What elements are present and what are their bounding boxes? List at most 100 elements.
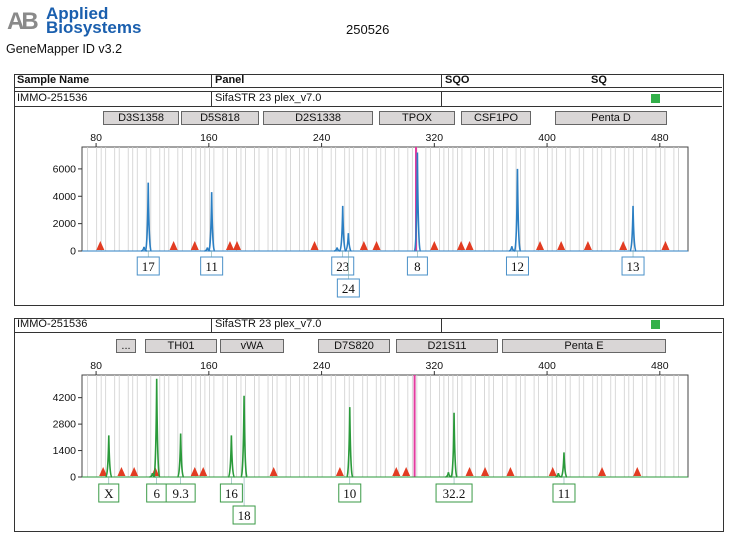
x-tick-label: 480 — [651, 132, 669, 144]
size-standard-marker — [506, 467, 515, 476]
marker-d5s818[interactable]: D5S818 — [181, 111, 259, 125]
allele-peak — [152, 378, 161, 478]
marker-th01[interactable]: TH01 — [145, 339, 217, 353]
allele-call-label: 13 — [627, 259, 640, 274]
sample-row-2[interactable]: IMMO-251536 SifaSTR 23 plex_v7.0 — [14, 318, 722, 333]
size-standard-marker — [633, 467, 642, 476]
size-standard-marker — [481, 467, 490, 476]
size-standard-marker — [548, 467, 557, 476]
x-tick-label: 320 — [426, 360, 444, 372]
allele-call-label: 11 — [205, 259, 218, 274]
sq-status-indicator-1 — [651, 94, 660, 103]
x-tick-label: 80 — [90, 360, 102, 372]
allele-call-label: 9.3 — [173, 486, 189, 501]
sample-panel-2 — [14, 318, 724, 532]
allele-peak — [144, 182, 153, 252]
allele-peak — [240, 395, 248, 478]
size-standard-marker — [130, 467, 139, 476]
x-tick-label: 160 — [200, 132, 218, 144]
size-standard-marker — [372, 241, 381, 250]
y-tick-label: 0 — [70, 246, 76, 258]
brand-line-2: Biosystems — [46, 18, 142, 37]
allele-call-label: 24 — [342, 281, 356, 296]
panel-name-1: SifaSTR 23 plex_v7.0 — [212, 92, 442, 106]
y-tick-label: 4000 — [53, 191, 77, 203]
size-standard-marker — [199, 467, 208, 476]
size-standard-marker — [169, 241, 178, 250]
marker-tpox[interactable]: TPOX — [379, 111, 455, 125]
size-standard-marker — [598, 467, 607, 476]
allele-call-label: 32.2 — [443, 486, 466, 501]
allele-peak — [207, 192, 216, 252]
y-tick-label: 0 — [70, 472, 76, 484]
x-tick-label: 240 — [313, 132, 331, 144]
size-standard-marker — [310, 241, 319, 250]
y-tick-label: 2000 — [53, 218, 77, 230]
size-standard-marker — [536, 241, 545, 250]
allele-call-box — [219, 483, 243, 503]
allele-call-box — [200, 256, 224, 276]
logo-text: AB — [7, 8, 38, 34]
panel-name-2: SifaSTR 23 plex_v7.0 — [212, 318, 442, 332]
allele-call-box — [232, 505, 256, 525]
marker-ellipsis[interactable]: ... — [116, 339, 136, 353]
size-standard-marker — [359, 241, 368, 250]
allele-peak — [338, 205, 347, 252]
brand-name: Applied Biosystems — [46, 5, 142, 37]
x-tick-label: 400 — [538, 132, 556, 144]
size-standard-marker — [402, 467, 411, 476]
allele-call-box — [98, 483, 120, 503]
allele-call-label: 10 — [343, 486, 356, 501]
marker-d3s1358[interactable]: D3S1358 — [103, 111, 179, 125]
allele-call-label: 16 — [225, 486, 239, 501]
size-standard-marker — [335, 467, 344, 476]
col-header-sample-name: Sample Name — [14, 74, 212, 87]
size-standard-marker — [190, 241, 199, 250]
allele-call-box — [435, 483, 473, 503]
allele-peak — [560, 452, 568, 478]
size-standard-marker — [99, 467, 108, 476]
software-version: GeneMapper ID v3.2 — [6, 42, 123, 56]
allele-call-label: 17 — [142, 259, 156, 274]
col-header-sqo: SQO — [445, 74, 470, 86]
allele-peak — [104, 435, 113, 478]
allele-call-label: 18 — [238, 508, 251, 523]
allele-call-label: 12 — [511, 259, 524, 274]
allele-call-box — [406, 256, 428, 276]
x-tick-label: 400 — [538, 360, 556, 372]
size-standard-marker — [465, 241, 474, 250]
marker-penta-e[interactable]: Penta E — [502, 339, 666, 353]
allele-call-box — [552, 483, 576, 503]
size-standard-marker — [392, 467, 401, 476]
marker-d7s820[interactable]: D7S820 — [318, 339, 390, 353]
size-standard-marker — [465, 467, 474, 476]
y-tick-label: 6000 — [53, 163, 77, 175]
size-standard-marker — [557, 241, 566, 250]
col-header-panel: Panel — [212, 74, 442, 87]
allele-call-box — [136, 256, 160, 276]
size-standard-marker — [457, 241, 466, 250]
allele-peak — [629, 205, 637, 252]
allele-call-box — [336, 278, 360, 298]
allele-call-box — [338, 483, 362, 503]
allele-peak — [345, 407, 354, 478]
allele-call-box — [165, 483, 196, 503]
allele-call-box — [621, 256, 645, 276]
marker-vwa[interactable]: vWA — [220, 339, 284, 353]
table-header-row: Sample Name Panel SQO SQ — [14, 74, 722, 88]
allele-peak — [227, 435, 236, 478]
x-tick-label: 320 — [426, 132, 444, 144]
allele-call-label: 6 — [153, 486, 160, 501]
marker-csf1po[interactable]: CSF1PO — [461, 111, 531, 125]
y-tick-label: 2800 — [53, 419, 77, 431]
sample-row-1[interactable]: IMMO-251536 SifaSTR 23 plex_v7.0 — [14, 91, 722, 107]
marker-d2s1338[interactable]: D2S1338 — [263, 111, 373, 125]
allele-peak — [176, 433, 185, 478]
marker-d21s11[interactable]: D21S11 — [396, 339, 498, 353]
size-standard-marker — [233, 241, 242, 250]
size-standard-marker — [96, 241, 105, 250]
allele-call-label: 11 — [558, 486, 571, 501]
marker-penta-d[interactable]: Penta D — [555, 111, 667, 125]
